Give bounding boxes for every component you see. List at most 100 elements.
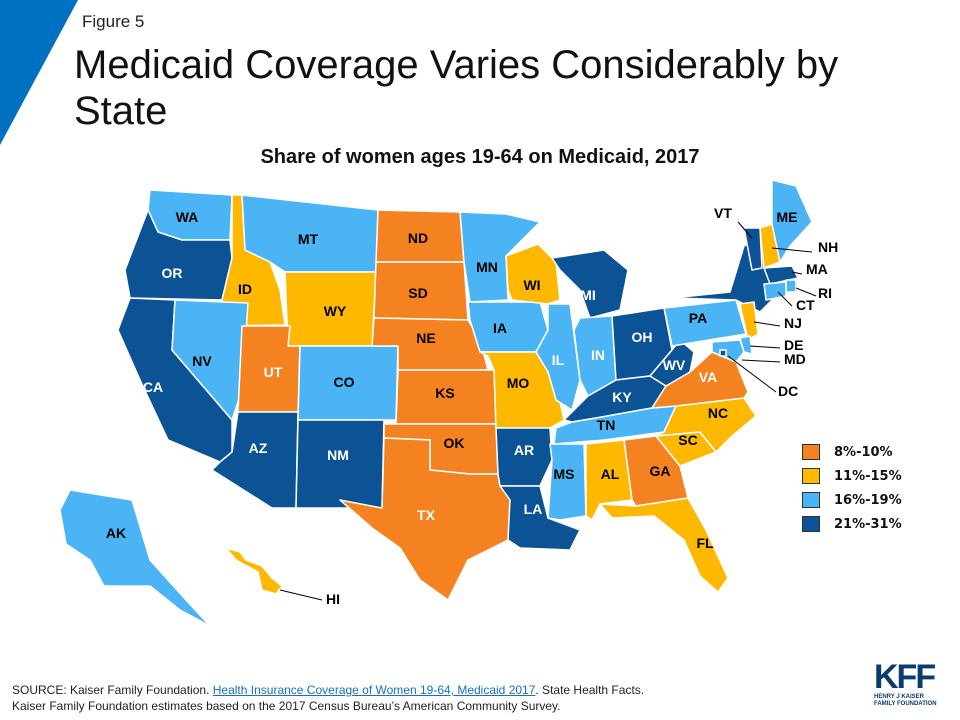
state-me[interactable] bbox=[771, 179, 813, 263]
state-dc[interactable] bbox=[719, 349, 727, 357]
legend-swatch bbox=[802, 468, 820, 484]
state-ak[interactable] bbox=[59, 489, 211, 627]
state-nv[interactable] bbox=[171, 299, 249, 421]
state-label-ia: IA bbox=[493, 320, 507, 336]
state-label-me: ME bbox=[777, 209, 798, 225]
state-label-md: MD bbox=[784, 351, 806, 367]
state-label-mt: MT bbox=[298, 231, 319, 247]
state-label-ri: RI bbox=[818, 285, 832, 301]
state-label-mn: MN bbox=[476, 259, 498, 275]
state-label-nh: NH bbox=[818, 239, 838, 255]
source-link[interactable]: Health Insurance Coverage of Women 19-64… bbox=[212, 683, 536, 697]
state-label-ks: KS bbox=[435, 385, 454, 401]
state-label-wy: WY bbox=[324, 303, 347, 319]
state-label-in: IN bbox=[591, 347, 605, 363]
state-label-fl: FL bbox=[696, 535, 714, 551]
state-tx[interactable] bbox=[339, 437, 511, 601]
state-md[interactable] bbox=[711, 339, 745, 363]
logo-line-1: HENRY J KAISER bbox=[874, 694, 925, 700]
state-label-ca: CA bbox=[143, 379, 163, 395]
state-label-ms: MS bbox=[554, 466, 575, 482]
legend-item: 16%-19% bbox=[802, 488, 902, 512]
state-nm[interactable] bbox=[295, 419, 385, 509]
leader-line-hi bbox=[279, 589, 323, 601]
state-label-ne: NE bbox=[416, 330, 435, 346]
state-nj[interactable] bbox=[739, 301, 759, 341]
kff-logo: KFF HENRY J KAISER FAMILY FOUNDATION bbox=[874, 660, 950, 708]
source-prefix: SOURCE: Kaiser Family Foundation. bbox=[12, 683, 213, 697]
state-label-mo: MO bbox=[507, 375, 530, 391]
source-note: SOURCE: Kaiser Family Foundation. Health… bbox=[12, 682, 772, 714]
leader-line-dc bbox=[727, 355, 777, 393]
state-label-ky: KY bbox=[612, 389, 632, 405]
leader-line-de bbox=[749, 345, 781, 349]
state-wi[interactable] bbox=[505, 243, 561, 305]
state-label-nv: NV bbox=[192, 353, 212, 369]
state-mi[interactable] bbox=[551, 249, 629, 319]
figure-label: Figure 5 bbox=[82, 12, 145, 31]
state-label-va: VA bbox=[699, 369, 717, 385]
state-label-mi: MI bbox=[580, 287, 596, 303]
state-label-ga: GA bbox=[650, 463, 671, 479]
legend-swatch bbox=[802, 492, 820, 508]
state-la[interactable] bbox=[499, 485, 581, 551]
legend-label: 11%-15% bbox=[834, 468, 902, 484]
legend-label: 16%-19% bbox=[834, 492, 902, 508]
legend-label: 21%-31% bbox=[834, 516, 902, 532]
state-label-pa: PA bbox=[689, 310, 707, 326]
source-suffix: . State Health Facts. bbox=[535, 683, 645, 697]
legend-item: 21%-31% bbox=[802, 512, 902, 536]
leader-line-md bbox=[741, 359, 781, 363]
state-label-dc: DC bbox=[778, 383, 798, 399]
legend-item: 8%-10% bbox=[802, 440, 902, 464]
state-il[interactable] bbox=[535, 303, 581, 411]
state-label-ny: NY bbox=[716, 264, 736, 280]
legend-label: 8%-10% bbox=[834, 444, 893, 460]
state-label-wv: WV bbox=[663, 357, 686, 373]
state-label-ak: AK bbox=[106, 525, 126, 541]
state-hi[interactable] bbox=[225, 547, 283, 595]
state-label-ut: UT bbox=[264, 364, 283, 380]
state-label-la: LA bbox=[524, 501, 543, 517]
state-label-co: CO bbox=[334, 374, 355, 390]
state-label-oh: OH bbox=[632, 329, 653, 345]
state-label-vt: VT bbox=[714, 205, 732, 221]
state-label-ct: CT bbox=[796, 297, 815, 313]
state-fl[interactable] bbox=[599, 497, 729, 593]
state-ms[interactable] bbox=[547, 443, 587, 521]
state-wv[interactable] bbox=[649, 339, 695, 387]
state-label-ar: AR bbox=[514, 442, 534, 458]
legend-item: 11%-15% bbox=[802, 464, 902, 488]
state-vt[interactable] bbox=[743, 227, 763, 271]
logo-mark: KFF bbox=[874, 658, 936, 696]
state-ia[interactable] bbox=[467, 301, 549, 353]
state-ri[interactable] bbox=[785, 279, 797, 293]
legend: 8%-10% 11%-15% 16%-19% 21%-31% bbox=[802, 440, 902, 536]
state-label-tx: TX bbox=[417, 507, 436, 523]
state-label-al: AL bbox=[601, 466, 620, 482]
leader-line-ma bbox=[791, 271, 803, 275]
state-label-nm: NM bbox=[327, 447, 349, 463]
state-ct[interactable] bbox=[763, 281, 787, 301]
map-subtitle: Share of women ages 19-64 on Medicaid, 2… bbox=[260, 146, 700, 168]
state-label-nc: NC bbox=[708, 405, 728, 421]
state-label-sc: SC bbox=[678, 432, 697, 448]
state-label-nj: NJ bbox=[784, 315, 802, 331]
state-label-id: ID bbox=[238, 281, 252, 297]
leader-line-vt bbox=[737, 221, 753, 239]
us-choropleth-map: WA OR CA ID NV MT WY UT AZ CO NM ND SD NE KS OK TX MN IA MO… bbox=[59, 179, 838, 627]
state-label-wi: WI bbox=[523, 277, 540, 293]
logo-line-2: FAMILY FOUNDATION bbox=[874, 701, 937, 707]
legend-swatch bbox=[802, 444, 820, 460]
state-label-hi: HI bbox=[326, 591, 340, 607]
state-pa[interactable] bbox=[663, 299, 747, 347]
leader-line-ri bbox=[795, 287, 817, 297]
state-label-de: DE bbox=[784, 337, 803, 353]
state-label-il: IL bbox=[552, 352, 565, 368]
leader-line-ct bbox=[777, 291, 793, 307]
state-label-az: AZ bbox=[249, 440, 268, 456]
source-line-2: Kaiser Family Foundation estimates based… bbox=[12, 699, 561, 713]
corner-accent-shape bbox=[0, 0, 78, 145]
state-label-sd: SD bbox=[408, 285, 427, 301]
leader-line-nj bbox=[753, 321, 781, 327]
